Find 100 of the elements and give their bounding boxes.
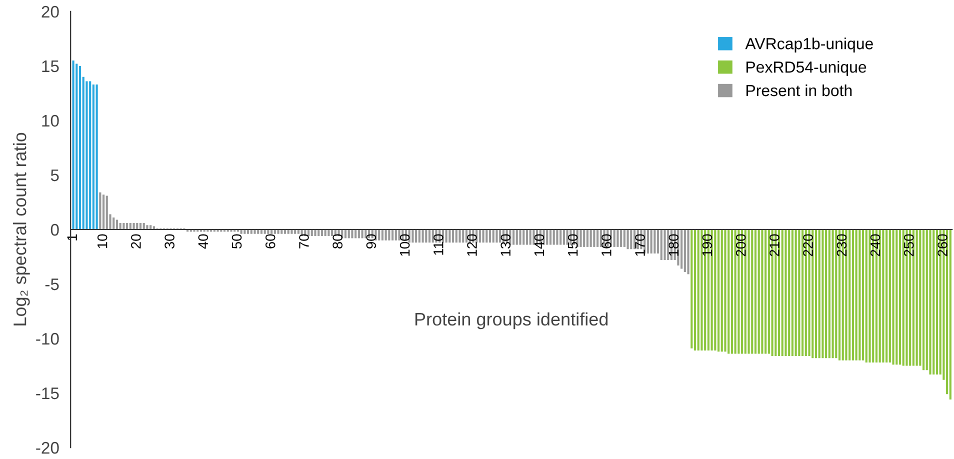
bar [646, 230, 649, 254]
bar [593, 230, 596, 247]
bar [580, 230, 582, 247]
bar [448, 230, 451, 243]
bar [794, 230, 797, 356]
bar [932, 230, 935, 374]
bar [748, 230, 750, 354]
bar [496, 230, 498, 243]
bar [690, 230, 693, 348]
bar [549, 230, 552, 245]
bar [398, 230, 400, 240]
bar [949, 230, 952, 400]
bar [855, 230, 858, 360]
bar [425, 230, 428, 243]
bar [724, 230, 726, 352]
x-tick-label: 100 [400, 234, 410, 256]
bar [542, 230, 545, 245]
bar [596, 230, 599, 247]
bar [254, 230, 256, 234]
bar [522, 230, 525, 245]
y-tick-label: 15 [42, 60, 59, 72]
bar [583, 230, 586, 247]
bar [684, 230, 686, 272]
bar [562, 230, 565, 245]
bar [552, 230, 555, 245]
bar [912, 230, 914, 366]
bar [76, 64, 78, 230]
y-tick-label: 5 [50, 170, 59, 182]
bar [858, 230, 861, 360]
bar [623, 230, 626, 247]
bar [788, 230, 790, 356]
bar [78, 66, 82, 230]
x-tick-label: 260 [938, 234, 948, 256]
bar [86, 81, 88, 230]
bar [112, 218, 115, 230]
bar [499, 230, 502, 243]
bar [418, 230, 420, 243]
x-tick-label: 220 [803, 234, 813, 256]
bar [116, 220, 118, 230]
bar [654, 230, 656, 254]
bar [882, 230, 884, 362]
bar [89, 81, 92, 230]
bar [825, 230, 828, 358]
x-tick-label: 200 [736, 234, 746, 256]
bar [394, 230, 397, 240]
bar [556, 230, 558, 245]
bar [428, 230, 431, 243]
bar [892, 230, 894, 365]
bar [620, 230, 622, 247]
x-tick-label: 70 [299, 234, 309, 248]
x-tick-label: 120 [467, 234, 477, 256]
bar [865, 230, 868, 362]
bar [613, 230, 616, 247]
bar [751, 230, 754, 354]
bar [919, 230, 922, 366]
bar [758, 230, 760, 354]
bar [532, 230, 535, 245]
x-tick-label: 130 [500, 234, 511, 256]
bar [848, 230, 851, 360]
x-tick-label: 90 [366, 234, 376, 248]
bar [845, 230, 848, 360]
bar [422, 230, 424, 243]
bar [586, 230, 589, 247]
bar [526, 230, 528, 245]
bar [730, 230, 734, 354]
bar [384, 230, 387, 240]
bar [92, 84, 94, 230]
bar [926, 230, 928, 370]
y-tick-label: -5 [45, 278, 59, 290]
x-tick-label: 30 [164, 234, 174, 249]
bar [516, 230, 518, 245]
x-tick-label: 10 [97, 234, 108, 248]
bar [458, 230, 461, 243]
bar [922, 230, 925, 370]
bar [560, 230, 562, 245]
x-tick-label: 180 [668, 234, 679, 256]
bar [102, 194, 105, 230]
bar [277, 230, 280, 234]
bar [72, 60, 74, 230]
bar [754, 230, 757, 354]
x-tick-label: 50 [232, 234, 242, 249]
bar [519, 230, 522, 245]
bar [680, 230, 683, 269]
legend-label: Present in both [746, 84, 852, 96]
bar [351, 230, 354, 238]
bar [529, 230, 532, 245]
bar [822, 230, 824, 358]
y-tick-label: -10 [36, 332, 59, 345]
x-tick-label: 190 [702, 234, 712, 256]
bar [764, 230, 767, 354]
bar [455, 230, 458, 243]
bar [314, 230, 316, 236]
x-tick-label: 230 [836, 234, 847, 256]
bar [492, 230, 494, 243]
y-axis-title: Log₂ spectral count ratio [13, 132, 30, 326]
bar [412, 230, 414, 243]
bar [452, 230, 454, 243]
bar [898, 230, 902, 365]
bar [482, 230, 484, 243]
bar [626, 230, 629, 250]
